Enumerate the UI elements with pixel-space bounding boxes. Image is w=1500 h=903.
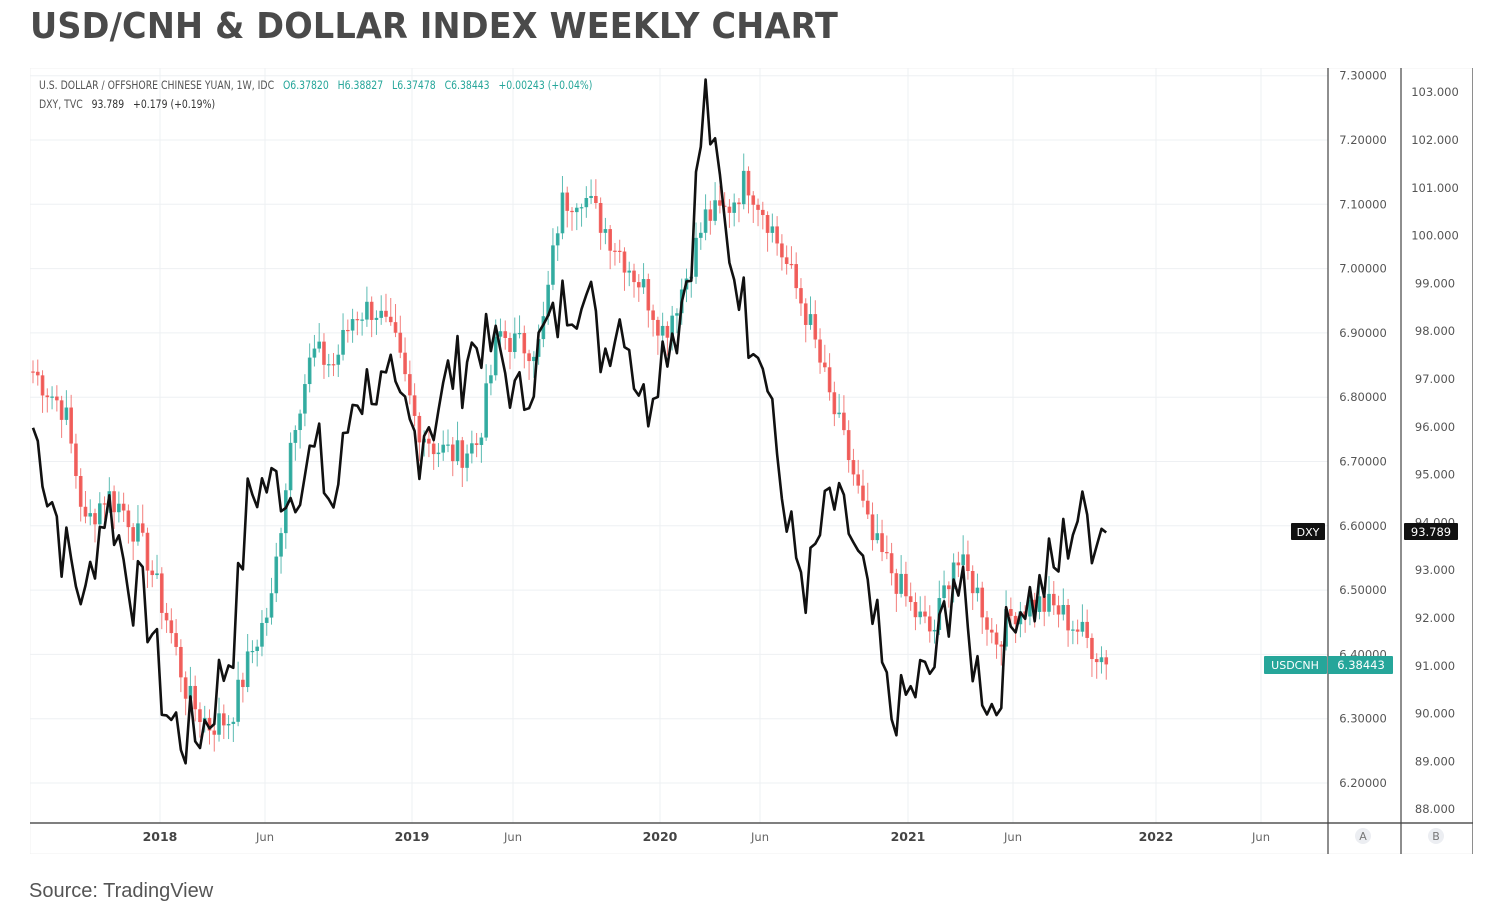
time-axis-tick: Jun	[255, 830, 274, 844]
svg-text:USDCNH: USDCNH	[1271, 659, 1319, 672]
time-axis-tick: Jun	[1251, 830, 1270, 844]
usdcnh-price-axis[interactable]: 7.30000 7.20000 7.10000 7.00000 6.90000 6.800…	[1339, 69, 1387, 790]
svg-text:DXY: DXY	[1297, 526, 1320, 539]
dxy-axis-tick: 88.000	[1415, 802, 1455, 816]
usdcnh-value-badge: 6.38443	[1328, 656, 1393, 674]
usdcnh-label-badge: USDCNH	[1264, 656, 1327, 674]
dxy-value-badge: 93.789	[1404, 523, 1458, 540]
svg-text:6.38443: 6.38443	[1337, 658, 1385, 672]
dxy-axis-tick: 103.000	[1411, 85, 1459, 99]
usdcnh-axis-tick: 7.10000	[1339, 197, 1387, 211]
dxy-axis-tick: 93.000	[1415, 563, 1455, 577]
time-axis-tick: Jun	[503, 830, 522, 844]
usdcnh-axis-tick: 6.80000	[1339, 390, 1387, 404]
usdcnh-axis-tick: 7.00000	[1339, 262, 1387, 276]
dxy-label-badge: DXY	[1291, 523, 1325, 540]
dxy-axis-tick: 89.000	[1415, 754, 1455, 768]
dxy-change: +0.179 (+0.19%)	[133, 97, 216, 111]
usdcnh-axis-tick: 6.30000	[1339, 712, 1387, 726]
dxy-axis-tick: 97.000	[1415, 372, 1455, 386]
usdcnh-axis-tick: 6.90000	[1339, 326, 1387, 340]
usdcnh-open: O6.37820	[282, 78, 329, 92]
time-axis-tick: 2021	[891, 829, 926, 844]
time-axis-tick: Jun	[750, 830, 769, 844]
dxy-axis-tick: 96.000	[1415, 420, 1455, 434]
dxy-axis-tick: 99.000	[1415, 276, 1455, 290]
svg-text:93.789: 93.789	[1411, 525, 1451, 539]
time-axis-tick: 2022	[1139, 829, 1174, 844]
usdcnh-legend-row: U.S. DOLLAR / OFFSHORE CHINESE YUAN, 1W,…	[39, 76, 592, 95]
dxy-line	[31, 78, 1108, 765]
time-axis-tick: 2020	[643, 829, 678, 844]
time-axis-tick: 2019	[395, 829, 430, 844]
dxy-value: 93.789	[91, 97, 125, 111]
usdcnh-axis-tick: 7.30000	[1339, 69, 1387, 83]
usdcnh-high: H6.38827	[337, 78, 384, 92]
page-title: USD/CNH & DOLLAR INDEX WEEKLY CHART	[30, 6, 839, 47]
dxy-axis-tick: 100.000	[1411, 229, 1459, 243]
dxy-axis-tick: 98.000	[1415, 324, 1455, 338]
usdcnh-low: L6.37478	[392, 78, 436, 92]
scale-button-a[interactable]: A	[1355, 828, 1371, 844]
usdcnh-close: C6.38443	[444, 78, 490, 92]
usdcnh-change: +0.00243 (+0.04%)	[498, 78, 593, 92]
chart-legend: U.S. DOLLAR / OFFSHORE CHINESE YUAN, 1W,…	[39, 76, 592, 114]
dxy-axis-tick: 92.000	[1415, 611, 1455, 625]
time-axis-tick: Jun	[1003, 830, 1022, 844]
svg-text:B: B	[1432, 830, 1440, 843]
chart-canvas[interactable]: 7.30000 7.20000 7.10000 7.00000 6.90000 6.800…	[30, 68, 1473, 854]
dxy-axis-tick: 95.000	[1415, 468, 1455, 482]
dxy-axis-tick: 102.000	[1411, 133, 1459, 147]
dxy-axis-tick: 101.000	[1411, 181, 1459, 195]
usdcnh-axis-tick: 6.50000	[1339, 583, 1387, 597]
usdcnh-axis-tick: 6.60000	[1339, 519, 1387, 533]
dxy-axis-tick: 90.000	[1415, 707, 1455, 721]
dxy-symbol: DXY, TVC	[39, 97, 83, 111]
source-caption: Source: TradingView	[29, 880, 214, 902]
usdcnh-axis-tick: 6.70000	[1339, 455, 1387, 469]
svg-text:A: A	[1359, 830, 1367, 843]
usdcnh-symbol: U.S. DOLLAR / OFFSHORE CHINESE YUAN, 1W,…	[39, 78, 275, 92]
scale-button-b[interactable]: B	[1428, 828, 1444, 844]
time-axis-tick: 2018	[143, 829, 178, 844]
time-axis[interactable]: 2018 Jun 2019 Jun 2020 Jun 2021 Jun 2022 Jun	[143, 829, 1270, 844]
dxy-axis-tick: 91.000	[1415, 659, 1455, 673]
dxy-legend-row: DXY, TVC 93.789 +0.179 (+0.19%)	[39, 95, 592, 114]
usdcnh-axis-tick: 7.20000	[1339, 133, 1387, 147]
usdcnh-axis-tick: 6.20000	[1339, 776, 1387, 790]
usdcnh-candles	[31, 153, 1109, 752]
